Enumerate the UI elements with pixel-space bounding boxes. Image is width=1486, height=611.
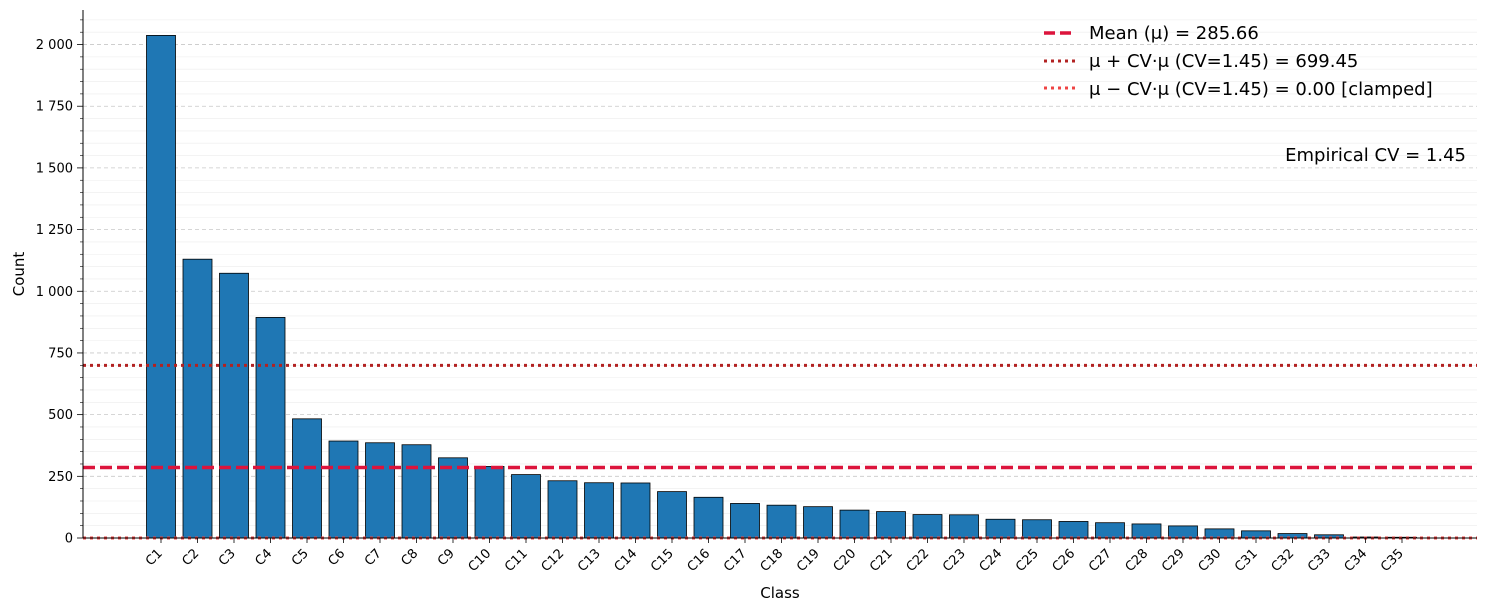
x-tick-label: C13	[575, 546, 604, 575]
y-tick-label: 1 250	[36, 223, 73, 238]
x-tick-label: C5	[289, 546, 312, 569]
y-tick-label: 1 500	[36, 161, 73, 176]
x-tick-label: C10	[466, 546, 495, 575]
x-tick-label: C23	[940, 546, 969, 575]
x-tick-label: C29	[1159, 546, 1188, 575]
x-ticks: C1 C2 C3 C4 C5 C6 C7 C8 C9 C10 C11 C12 C13 C14 C15 C16 C…	[143, 538, 1407, 575]
x-tick-label: C16	[685, 546, 714, 575]
x-tick-label: C4	[252, 546, 275, 569]
x-tick-label: C15	[648, 546, 677, 575]
bar-C3	[219, 272, 249, 539]
x-tick-label: C1	[143, 546, 166, 569]
empirical-cv-annotation: Empirical CV = 1.45	[1285, 145, 1466, 166]
x-tick-label: C3	[216, 546, 239, 569]
bar-C7	[365, 442, 395, 539]
x-tick-label: C7	[362, 546, 385, 569]
bar-C9	[438, 457, 468, 539]
y-ticks: 0 250 500 750 1 000 1 250 1 500 1 750 2 000	[36, 19, 83, 547]
bar-C2	[182, 258, 213, 539]
x-tick-label: C32	[1269, 546, 1298, 575]
x-tick-label: C28	[1123, 546, 1152, 575]
x-tick-label: C9	[435, 546, 458, 569]
y-tick-label: 750	[48, 346, 73, 361]
bar-C27	[1095, 522, 1125, 539]
y-tick-label: 0	[65, 532, 73, 547]
x-tick-label: C34	[1342, 546, 1371, 575]
x-axis-title: Class	[760, 584, 800, 602]
bar-C18	[766, 504, 797, 539]
bar-C26	[1058, 521, 1089, 539]
bar-C10	[474, 466, 505, 539]
y-tick-label: 1 000	[36, 285, 73, 300]
x-tick-label: C11	[502, 546, 531, 575]
legend-label-mean: Mean (μ) = 285.66	[1089, 23, 1259, 44]
y-tick-label: 2 000	[36, 38, 73, 53]
x-tick-label: C35	[1378, 546, 1407, 575]
y-axis-title: Count	[10, 252, 28, 297]
bar-C5	[292, 418, 322, 539]
x-tick-label: C25	[1013, 546, 1042, 575]
x-tick-label: C21	[867, 546, 896, 575]
x-tick-label: C17	[721, 546, 750, 575]
x-tick-label: C20	[831, 546, 860, 575]
bar-C19	[803, 506, 833, 539]
bar-C12	[547, 480, 578, 539]
x-tick-label: C31	[1232, 546, 1261, 575]
x-tick-label: C12	[539, 546, 568, 575]
bars	[146, 35, 1417, 539]
x-tick-label: C30	[1196, 546, 1225, 575]
bar-C29	[1168, 525, 1198, 539]
x-tick-label: C18	[758, 546, 787, 575]
bar-C14	[620, 482, 651, 539]
x-tick-label: C27	[1086, 546, 1115, 575]
y-tick-label: 500	[48, 408, 73, 423]
bar-C13	[584, 482, 614, 539]
bar-C17	[730, 503, 760, 539]
x-tick-label: C8	[398, 546, 421, 569]
x-tick-label: C22	[904, 546, 933, 575]
x-tick-label: C2	[179, 546, 202, 569]
x-tick-label: C26	[1050, 546, 1079, 575]
y-tick-label: 1 750	[36, 100, 73, 115]
x-tick-label: C19	[794, 546, 823, 575]
bar-C21	[876, 511, 906, 539]
y-tick-label: 250	[48, 470, 73, 485]
legend: Mean (μ) = 285.66 μ + CV·μ (CV=1.45) = 6…	[1044, 23, 1433, 100]
x-tick-label: C24	[977, 546, 1006, 575]
bar-C28	[1131, 523, 1162, 539]
x-tick-label: C6	[325, 546, 348, 569]
x-tick-label: C14	[612, 546, 641, 575]
bar-C23	[949, 514, 979, 539]
bar-C25	[1022, 519, 1052, 539]
bar-C22	[912, 514, 943, 539]
bar-C16	[693, 496, 724, 539]
bar-C1	[146, 35, 176, 539]
bar-C24	[985, 518, 1016, 539]
bar-C15	[657, 491, 687, 539]
legend-label-upper: μ + CV·μ (CV=1.45) = 699.45	[1089, 51, 1358, 72]
axes	[82, 10, 1477, 539]
legend-label-lower: μ − CV·μ (CV=1.45) = 0.00 [clamped]	[1089, 79, 1433, 100]
bar-C4	[255, 317, 286, 539]
bar-C6	[328, 440, 359, 539]
x-tick-label: C33	[1305, 546, 1334, 575]
bar-C11	[511, 474, 541, 539]
bar-C8	[401, 444, 432, 539]
bar-C20	[839, 509, 870, 539]
